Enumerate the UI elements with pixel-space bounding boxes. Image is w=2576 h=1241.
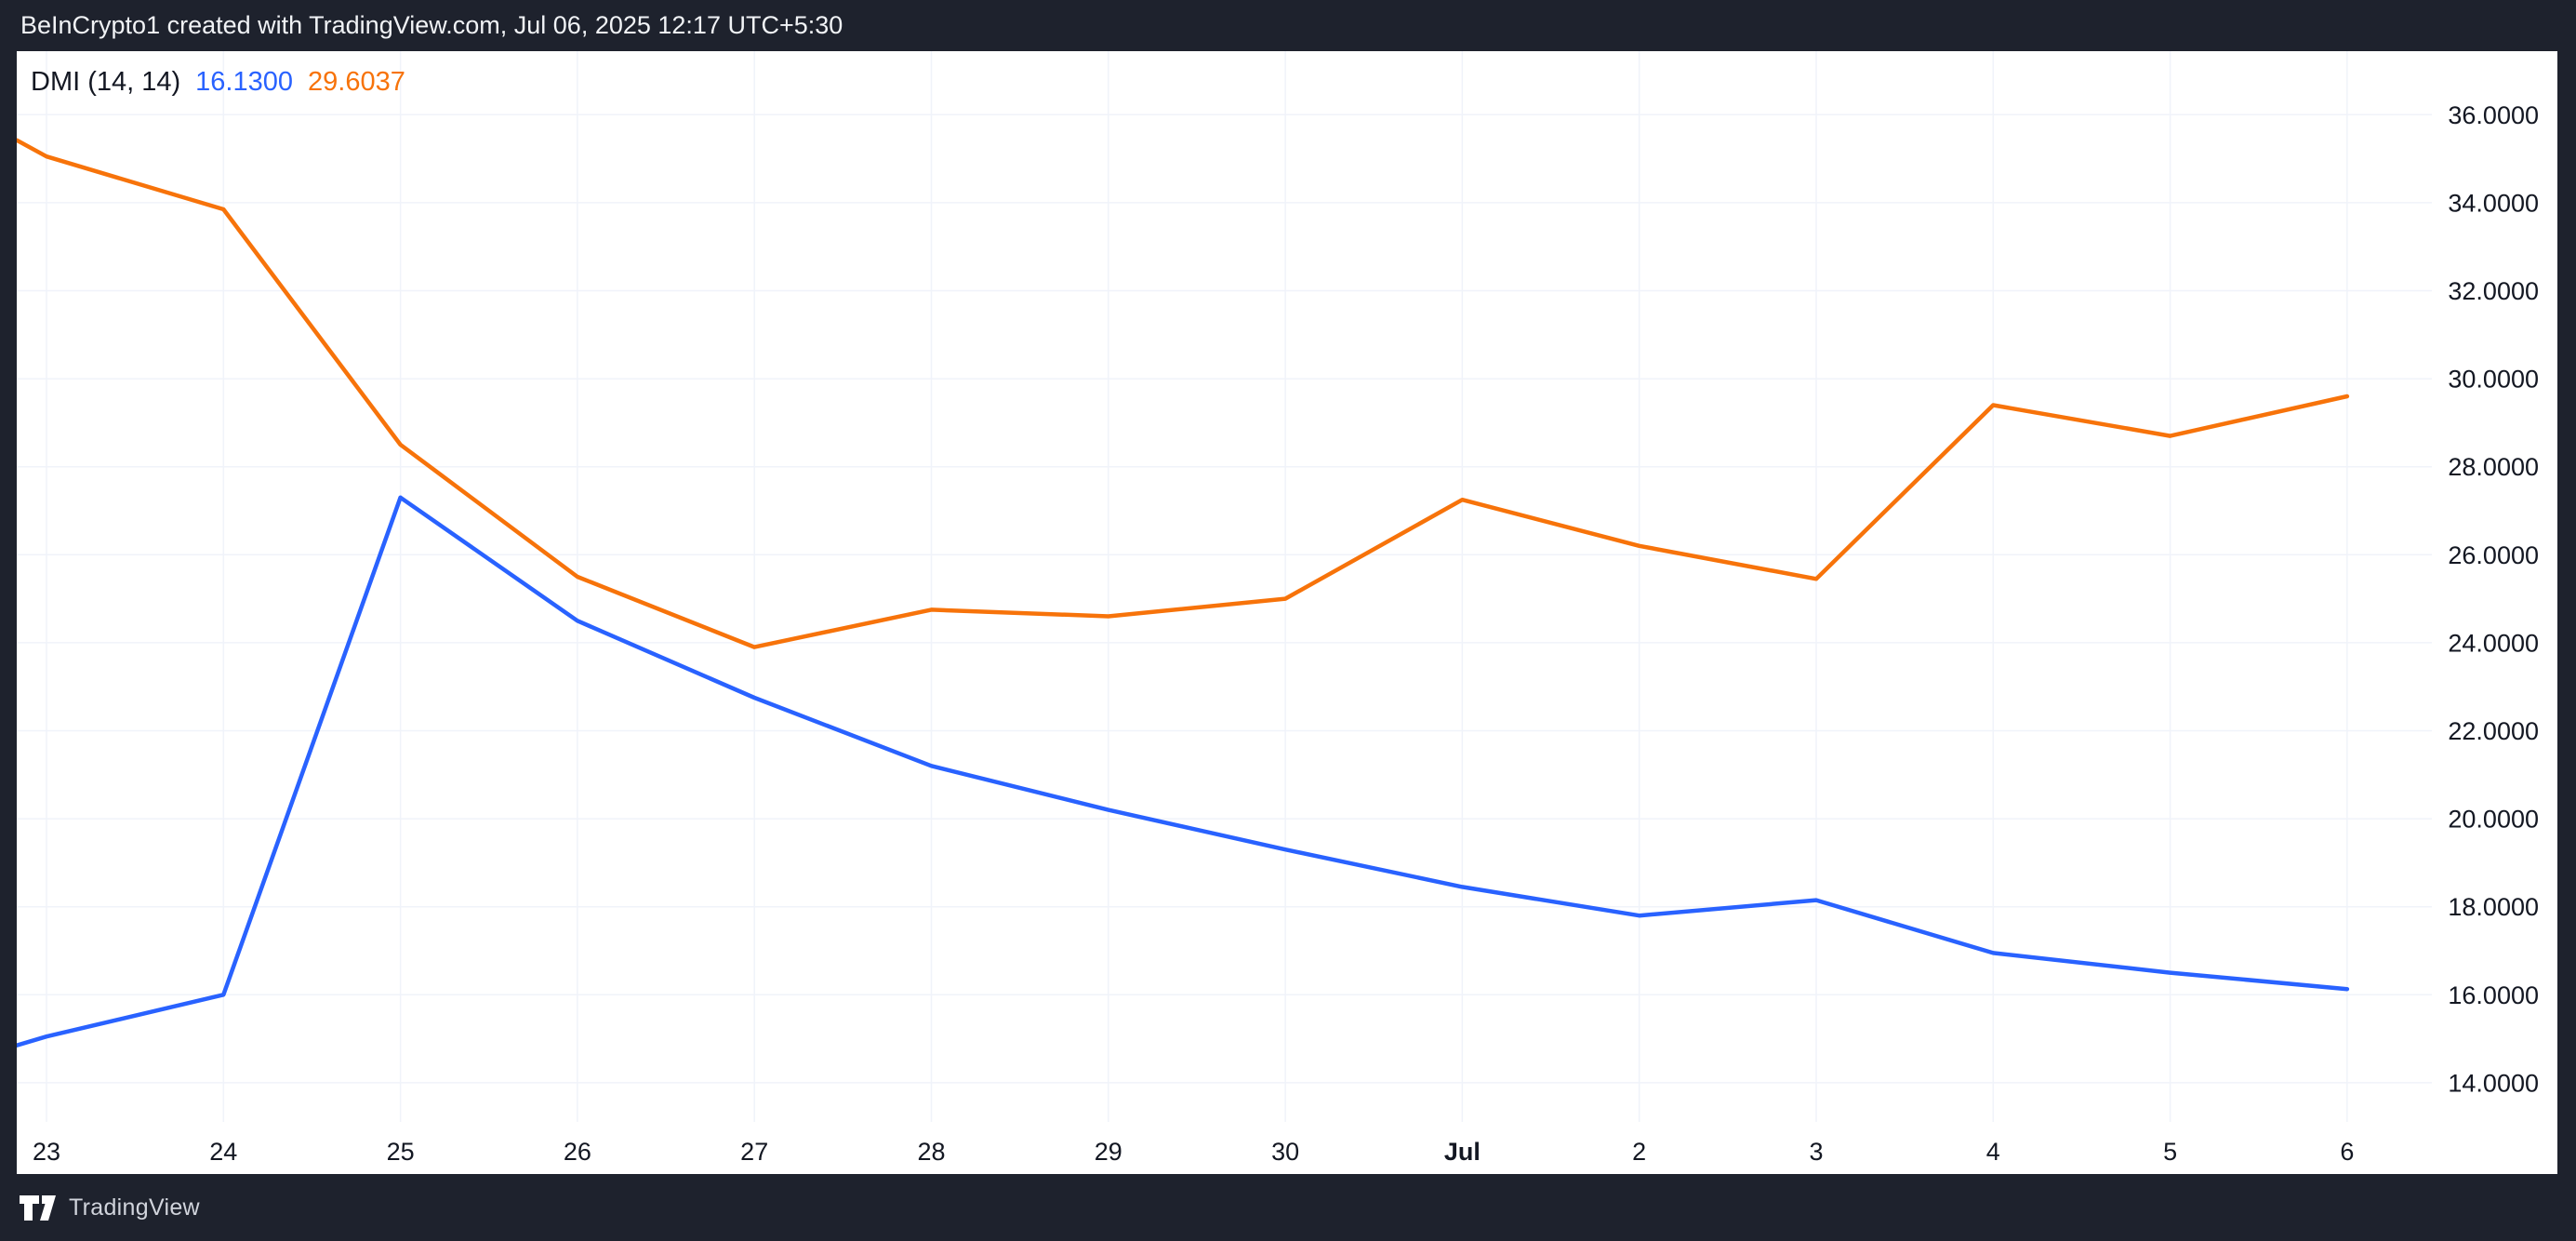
price-axis-label: 32.0000	[2448, 277, 2539, 305]
price-axis-label: 20.0000	[2448, 806, 2539, 834]
price-axis-labels[interactable]: 36.0000 34.0000 32.0000 30.0000 28.0000 26.00…	[2448, 101, 2539, 1098]
tradingview-logo-icon	[20, 1194, 56, 1221]
price-axis-label: 34.0000	[2448, 189, 2539, 217]
time-axis-label: 3	[1809, 1138, 1823, 1166]
time-axis-label: 29	[1095, 1138, 1122, 1166]
price-axis-label: 26.0000	[2448, 541, 2539, 569]
price-axis-label: 18.0000	[2448, 893, 2539, 921]
time-axis-label: Jul	[1444, 1138, 1481, 1166]
dmi-chart[interactable]: 36.0000 34.0000 32.0000 30.0000 28.0000 26.00…	[14, 51, 2557, 1174]
series-line-di	[14, 495, 2350, 1048]
time-axis-label: 30	[1271, 1138, 1299, 1166]
time-axis-label: 26	[564, 1138, 591, 1166]
price-axis-label: 22.0000	[2448, 717, 2539, 745]
time-axis-label: 6	[2340, 1138, 2354, 1166]
time-axis-label: 2	[1632, 1138, 1646, 1166]
price-axis-label: 36.0000	[2448, 101, 2539, 129]
time-axis-label: 27	[740, 1138, 768, 1166]
price-axis-label: 14.0000	[2448, 1069, 2539, 1097]
time-axis-label: 28	[917, 1138, 945, 1166]
time-axis-labels[interactable]: 23 24 25 26 27 28 29 30 Jul 2 3 4 5 6	[33, 1138, 2354, 1166]
price-axis-label: 28.0000	[2448, 453, 2539, 481]
title-bar: BeInCrypto1 created with TradingView.com…	[0, 0, 2576, 51]
indicator-legend[interactable]: DMI (14, 14) 16.1300 29.6037	[31, 66, 405, 98]
indicator-name: DMI (14, 14)	[31, 67, 181, 97]
time-axis-label: 25	[387, 1138, 415, 1166]
series-line-di	[14, 138, 2350, 649]
time-axis-label: 23	[33, 1138, 60, 1166]
footer-brand-text: TradingView	[69, 1194, 200, 1221]
page-title: BeInCrypto1 created with TradingView.com…	[20, 11, 843, 39]
time-axis-label: 24	[209, 1138, 237, 1166]
minus-di-value: 29.6037	[308, 67, 405, 97]
price-axis-label: 24.0000	[2448, 629, 2539, 657]
price-axis-label: 30.0000	[2448, 366, 2539, 394]
time-axis-label: 4	[1986, 1138, 2000, 1166]
footer-bar: TradingView	[0, 1174, 2576, 1241]
plus-di-value: 16.1300	[195, 67, 293, 97]
time-axis-label: 5	[2163, 1138, 2177, 1166]
dmi-indicator-pane[interactable]: DMI (14, 14) 16.1300 29.6037 36.0000 34.0…	[14, 51, 2557, 1174]
price-axis-label: 16.0000	[2448, 981, 2539, 1009]
grid-lines	[17, 51, 2432, 1122]
